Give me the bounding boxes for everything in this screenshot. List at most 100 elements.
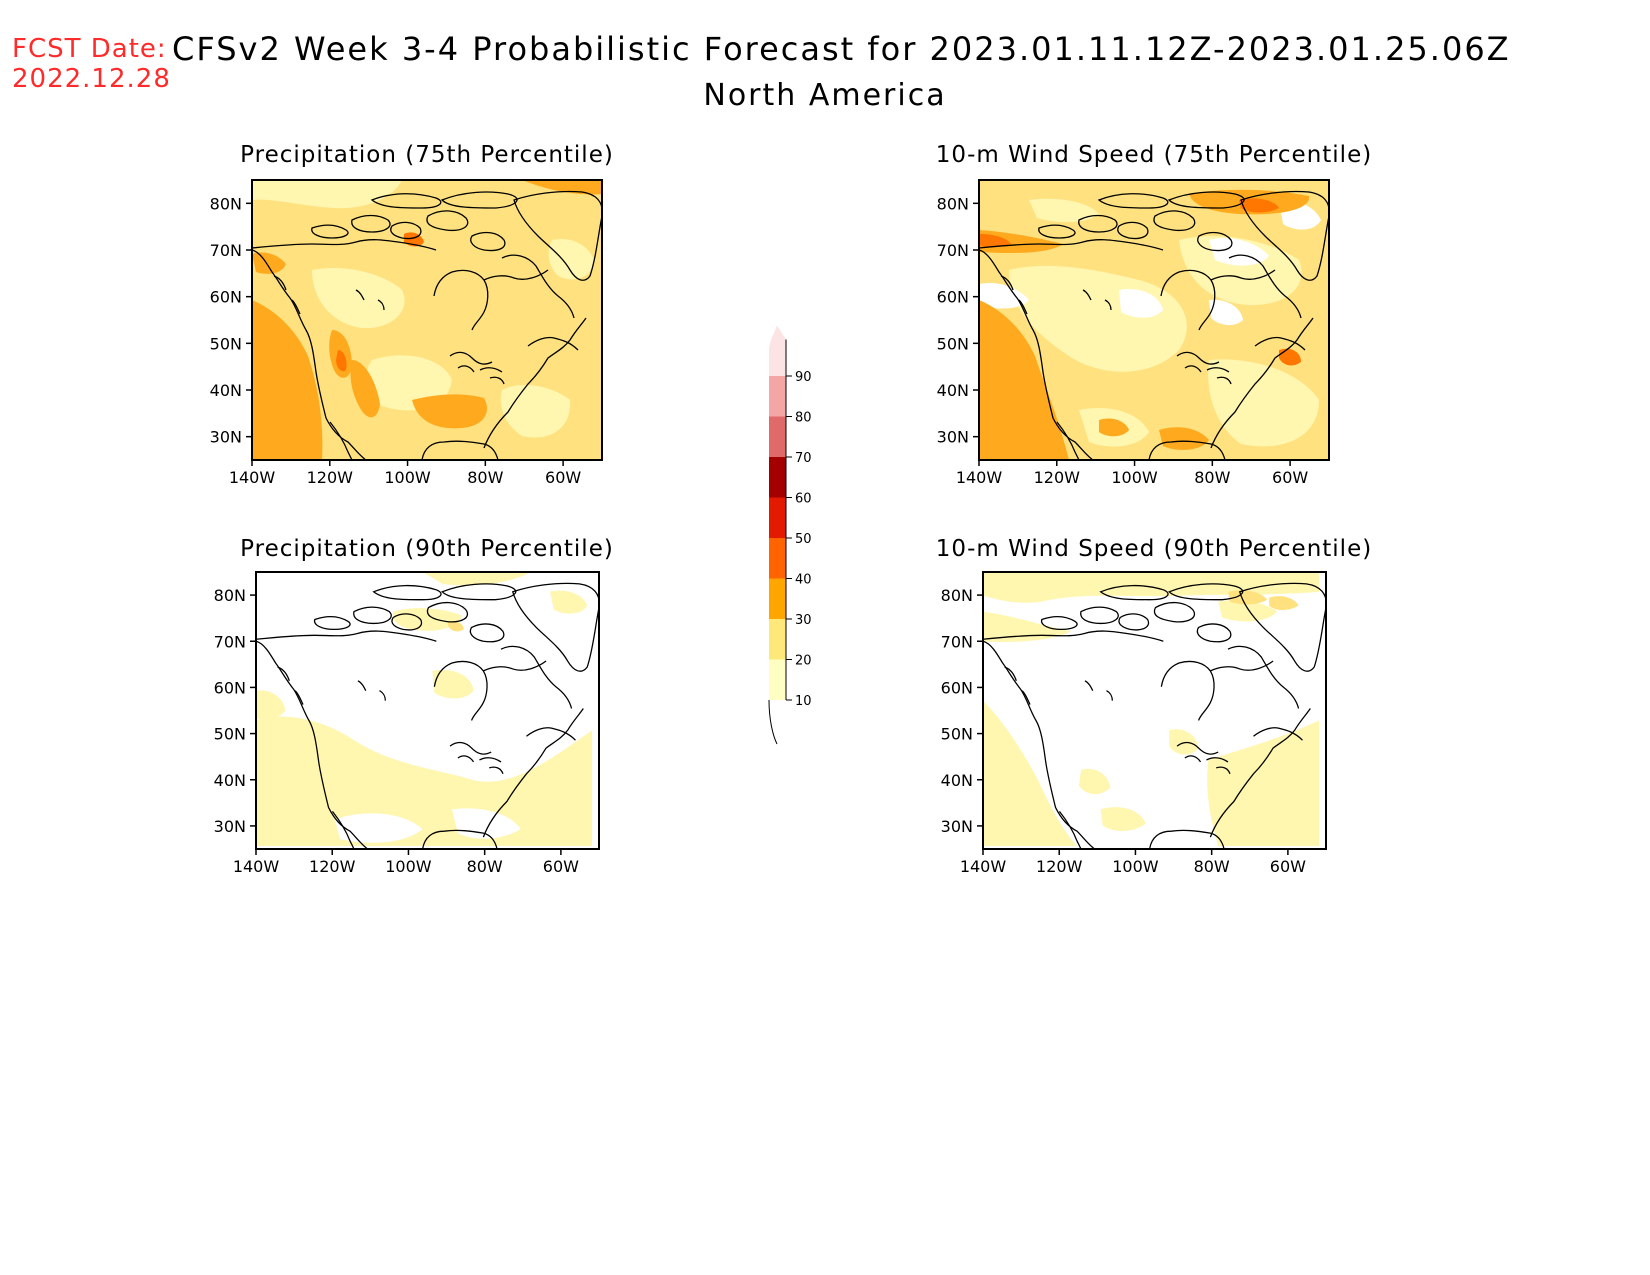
colorbar-label: 40 (795, 573, 812, 588)
y-tick-label: 30N (941, 817, 973, 836)
x-tick-label: 100W (1111, 468, 1158, 487)
shaded-region (422, 572, 531, 586)
shaded-region (1099, 418, 1129, 437)
panel-title: 10-m Wind Speed (90th Percentile) (936, 536, 1372, 562)
y-tick-label: 80N (941, 586, 973, 605)
x-tick-label: 60W (1270, 857, 1306, 876)
colorbar-label: 70 (795, 451, 812, 466)
colorbar-label: 10 (795, 694, 812, 709)
colorbar-segment (769, 497, 786, 538)
y-tick-label: 60N (941, 678, 973, 697)
y-tick-label: 60N (937, 288, 969, 307)
x-tick-label: 140W (956, 468, 1003, 487)
shaded-region (1209, 299, 1243, 326)
shaded-region (312, 268, 405, 329)
colorbar-segment (769, 659, 786, 700)
x-tick-label: 80W (467, 468, 503, 487)
shaded-region (1159, 427, 1209, 450)
colorbar-segment (769, 538, 786, 579)
x-tick-label: 60W (543, 857, 579, 876)
y-tick-label: 60N (210, 288, 242, 307)
shaded-region (1100, 807, 1146, 831)
panel-title: Precipitation (75th Percentile) (240, 142, 614, 168)
shaded-region (979, 230, 1063, 254)
shaded-region (1207, 720, 1320, 847)
shaded-region (548, 238, 594, 280)
map-panel-precip-75: Precipitation (75th Percentile) 140W 120W 1… (210, 142, 614, 487)
shaded-region (252, 252, 286, 274)
x-tick-label: 100W (1112, 857, 1159, 876)
shaded-region (1228, 590, 1268, 605)
map-panel-precip-90: Precipitation (90th Percentile) 140W 120W 1… (214, 536, 614, 876)
probability-field (983, 572, 1326, 849)
x-tick-label: 120W (309, 857, 356, 876)
y-tick-label: 50N (210, 334, 242, 353)
y-tick-label: 50N (941, 725, 973, 744)
y-tick-label: 60N (214, 678, 246, 697)
shaded-region (448, 620, 464, 632)
x-tick-label: 60W (545, 468, 581, 487)
y-tick-label: 40N (937, 381, 969, 400)
shaded-region (1218, 600, 1277, 622)
map-panel-wind-75: 10-m Wind Speed (75th Percentile) 140W 120… (936, 142, 1372, 487)
shaded-region (1208, 359, 1319, 447)
y-tick-label: 70N (941, 632, 973, 651)
y-tick-label: 50N (214, 725, 246, 744)
panel-title: Precipitation (90th Percentile) (240, 536, 614, 562)
shaded-region (350, 360, 380, 418)
x-tick-label: 140W (960, 857, 1007, 876)
colorbar-segment (769, 325, 786, 376)
map-frame (255, 571, 600, 850)
shaded-region (550, 590, 588, 614)
map-panel-wind-90: 10-m Wind Speed (90th Percentile) 140W 120… (936, 536, 1372, 876)
shaded-region (522, 180, 602, 195)
shaded-region (1119, 288, 1163, 318)
colorbar-label: 50 (795, 532, 812, 547)
shaded-region (500, 385, 571, 438)
colorbar-label: 80 (795, 411, 812, 426)
shaded-region (1079, 768, 1111, 795)
shaded-region (256, 716, 593, 847)
colorbar-lower-arrow (768, 699, 778, 745)
shaded-region (1269, 596, 1299, 611)
shaded-region (336, 350, 347, 372)
probability-field (252, 180, 602, 460)
panel-title: 10-m Wind Speed (75th Percentile) (936, 142, 1372, 168)
colorbar-label: 90 (795, 370, 812, 385)
x-tick-label: 140W (229, 468, 276, 487)
x-tick-label: 80W (1194, 857, 1230, 876)
shaded-region (1169, 729, 1199, 755)
x-tick-label: 100W (385, 857, 432, 876)
colorbar-segment (769, 619, 786, 660)
y-tick-label: 70N (937, 241, 969, 260)
shaded-region (252, 300, 323, 460)
colorbar-segment (769, 416, 786, 457)
colorbar-segment (769, 457, 786, 498)
colorbar-label: 30 (795, 613, 812, 628)
colorbar-segment (769, 376, 786, 417)
shaded-region (1179, 236, 1302, 306)
shaded-region (256, 690, 286, 720)
y-tick-label: 50N (937, 334, 969, 353)
shaded-region (983, 700, 1078, 847)
x-tick-label: 120W (1036, 857, 1083, 876)
x-tick-label: 120W (1034, 468, 1081, 487)
x-tick-label: 140W (233, 857, 280, 876)
region-title: North America (0, 78, 1650, 113)
probability-field (979, 180, 1329, 460)
shaded-region (1239, 198, 1279, 213)
x-tick-label: 80W (467, 857, 503, 876)
shaded-region (1029, 198, 1099, 223)
region-title-text: North America (703, 78, 947, 113)
shaded-region (334, 813, 423, 843)
shaded-region (979, 300, 1069, 460)
x-tick-label: 100W (384, 468, 431, 487)
x-tick-label: 60W (1272, 468, 1308, 487)
colorbar-segment (769, 578, 786, 619)
y-tick-label: 80N (214, 586, 246, 605)
page-title: CFSv2 Week 3-4 Probabilistic Forecast fo… (172, 30, 1511, 68)
colorbar-label: 60 (795, 492, 812, 507)
fcst-date-label: FCST Date: (12, 34, 167, 64)
probability-field (256, 572, 599, 849)
